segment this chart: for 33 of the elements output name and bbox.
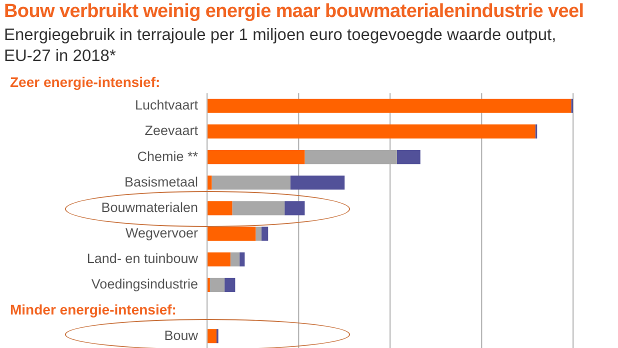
text: Minder energie-intensief: — [10, 301, 176, 318]
y-tick-label: Zeevaart — [144, 123, 198, 138]
y-tick-label: Bouw — [164, 328, 198, 343]
bar — [290, 176, 345, 190]
chart-title: Bouw verbruikt weinig energie maar bouwmaterialenindustrie veel — [4, 1, 584, 23]
bar — [210, 278, 225, 292]
bar — [396, 150, 420, 164]
bar — [224, 278, 236, 292]
bar — [208, 226, 256, 241]
y-tick-label: Wegvervoer — [125, 226, 199, 241]
bar — [208, 201, 232, 216]
bar — [208, 252, 230, 266]
bar — [262, 226, 268, 241]
bar — [230, 252, 240, 266]
y-tick-label: Bouwmaterialen — [101, 200, 198, 215]
bar — [208, 150, 305, 164]
bar — [256, 226, 262, 241]
bar — [284, 201, 305, 216]
y-tick-label: Voedingsindustrie — [91, 276, 198, 292]
bar — [240, 252, 245, 266]
chart-subtitle: Energiegebruik in terrajoule per 1 miljoen euro toegevoegde waarde output, EU-27 in 2018* — [4, 25, 558, 67]
bar — [212, 176, 290, 190]
y-tick-label: Land- en tuinbouw — [86, 251, 198, 266]
bar — [208, 176, 212, 190]
bar — [208, 124, 536, 139]
y-tick-label: Luchtvaart — [134, 98, 198, 113]
bar — [304, 150, 397, 164]
y-tick-label: Basismetaal — [124, 174, 198, 190]
bar — [232, 201, 285, 216]
y-tick-label: Chemie ** — [137, 148, 199, 164]
text: Zeer energie-intensief: — [10, 74, 160, 90]
bar — [208, 98, 572, 113]
bar — [208, 329, 217, 344]
